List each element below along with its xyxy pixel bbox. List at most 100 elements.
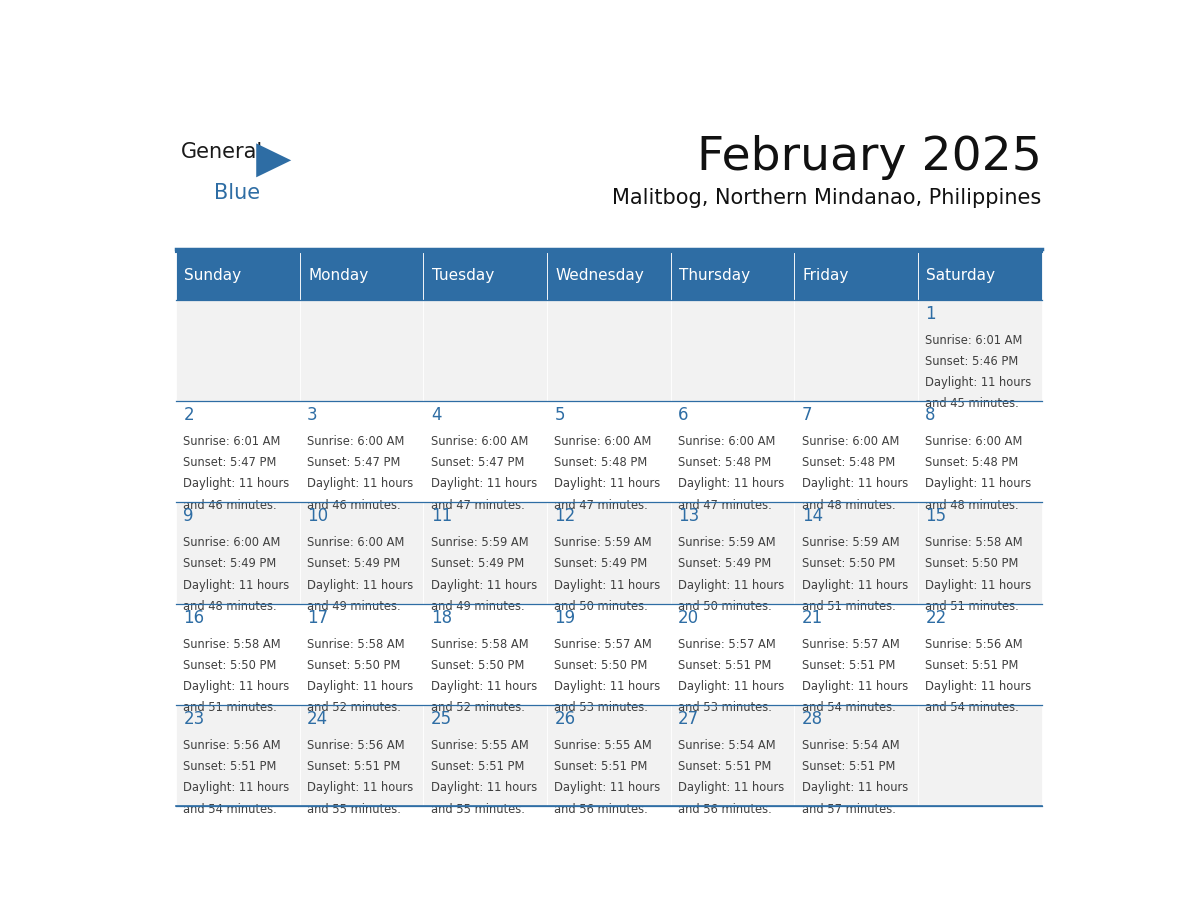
Text: 24: 24	[308, 710, 328, 728]
Text: Sunrise: 6:01 AM: Sunrise: 6:01 AM	[925, 333, 1023, 346]
Text: Sunrise: 6:00 AM: Sunrise: 6:00 AM	[308, 435, 404, 448]
Text: and 53 minutes.: and 53 minutes.	[555, 701, 649, 714]
Text: and 51 minutes.: and 51 minutes.	[925, 599, 1019, 613]
Text: Daylight: 11 hours: Daylight: 11 hours	[431, 680, 537, 693]
Text: Sunrise: 5:57 AM: Sunrise: 5:57 AM	[678, 638, 776, 651]
Text: Sunset: 5:50 PM: Sunset: 5:50 PM	[183, 659, 277, 672]
Text: Daylight: 11 hours: Daylight: 11 hours	[802, 578, 908, 592]
Text: Sunrise: 5:59 AM: Sunrise: 5:59 AM	[802, 536, 899, 549]
Text: 2: 2	[183, 406, 194, 424]
Bar	[299, 604, 423, 705]
Text: Sunset: 5:47 PM: Sunset: 5:47 PM	[308, 456, 400, 469]
Text: and 45 minutes.: and 45 minutes.	[925, 397, 1019, 410]
Text: Daylight: 11 hours: Daylight: 11 hours	[925, 376, 1031, 389]
Text: Daylight: 11 hours: Daylight: 11 hours	[802, 680, 908, 693]
Bar	[176, 252, 299, 299]
Text: February 2025: February 2025	[696, 135, 1042, 180]
Text: Daylight: 11 hours: Daylight: 11 hours	[308, 781, 413, 794]
Bar	[546, 604, 671, 705]
Text: Sunset: 5:49 PM: Sunset: 5:49 PM	[555, 557, 647, 570]
Text: Sunset: 5:50 PM: Sunset: 5:50 PM	[802, 557, 895, 570]
Text: Sunrise: 5:58 AM: Sunrise: 5:58 AM	[925, 536, 1023, 549]
Text: General: General	[181, 142, 263, 162]
Text: Daylight: 11 hours: Daylight: 11 hours	[431, 477, 537, 490]
Text: and 52 minutes.: and 52 minutes.	[431, 701, 525, 714]
Bar	[299, 705, 423, 806]
Text: Sunday: Sunday	[184, 268, 241, 283]
Text: 16: 16	[183, 609, 204, 627]
Text: and 55 minutes.: and 55 minutes.	[308, 802, 402, 815]
Text: Sunset: 5:48 PM: Sunset: 5:48 PM	[925, 456, 1018, 469]
Text: and 47 minutes.: and 47 minutes.	[678, 498, 772, 511]
Text: Daylight: 11 hours: Daylight: 11 hours	[183, 477, 290, 490]
Bar	[795, 604, 918, 705]
Text: and 47 minutes.: and 47 minutes.	[555, 498, 649, 511]
Text: Sunset: 5:51 PM: Sunset: 5:51 PM	[678, 659, 771, 672]
Text: Sunset: 5:51 PM: Sunset: 5:51 PM	[431, 760, 524, 773]
Text: 8: 8	[925, 406, 936, 424]
Text: Friday: Friday	[803, 268, 849, 283]
Text: and 55 minutes.: and 55 minutes.	[431, 802, 525, 815]
Bar	[918, 502, 1042, 604]
Text: 20: 20	[678, 609, 700, 627]
Text: and 57 minutes.: and 57 minutes.	[802, 802, 896, 815]
Text: 21: 21	[802, 609, 823, 627]
Text: Daylight: 11 hours: Daylight: 11 hours	[555, 477, 661, 490]
Bar	[176, 604, 299, 705]
Text: Sunset: 5:50 PM: Sunset: 5:50 PM	[308, 659, 400, 672]
Bar	[918, 252, 1042, 299]
Text: Daylight: 11 hours: Daylight: 11 hours	[925, 477, 1031, 490]
Text: and 51 minutes.: and 51 minutes.	[183, 701, 277, 714]
Text: Sunrise: 5:58 AM: Sunrise: 5:58 AM	[183, 638, 282, 651]
Text: Daylight: 11 hours: Daylight: 11 hours	[925, 680, 1031, 693]
Text: Sunset: 5:50 PM: Sunset: 5:50 PM	[925, 557, 1018, 570]
Bar	[795, 502, 918, 604]
Text: Sunset: 5:51 PM: Sunset: 5:51 PM	[678, 760, 771, 773]
Text: and 47 minutes.: and 47 minutes.	[431, 498, 525, 511]
Text: Sunset: 5:49 PM: Sunset: 5:49 PM	[308, 557, 400, 570]
Bar	[671, 299, 795, 401]
Text: 15: 15	[925, 508, 947, 525]
Bar	[918, 299, 1042, 401]
Bar	[918, 604, 1042, 705]
Text: and 50 minutes.: and 50 minutes.	[678, 599, 772, 613]
Bar	[299, 299, 423, 401]
Bar	[671, 705, 795, 806]
Text: Sunrise: 6:00 AM: Sunrise: 6:00 AM	[925, 435, 1023, 448]
Text: Sunrise: 5:56 AM: Sunrise: 5:56 AM	[925, 638, 1023, 651]
Text: Sunrise: 5:54 AM: Sunrise: 5:54 AM	[802, 739, 899, 752]
Bar	[918, 705, 1042, 806]
Text: Daylight: 11 hours: Daylight: 11 hours	[183, 781, 290, 794]
Text: Sunset: 5:47 PM: Sunset: 5:47 PM	[431, 456, 524, 469]
Text: Sunset: 5:49 PM: Sunset: 5:49 PM	[678, 557, 771, 570]
Text: 11: 11	[431, 508, 451, 525]
Text: Daylight: 11 hours: Daylight: 11 hours	[308, 680, 413, 693]
Text: Daylight: 11 hours: Daylight: 11 hours	[802, 477, 908, 490]
Text: 22: 22	[925, 609, 947, 627]
Text: Sunset: 5:51 PM: Sunset: 5:51 PM	[802, 659, 895, 672]
Bar	[795, 401, 918, 502]
Bar	[795, 705, 918, 806]
Text: Daylight: 11 hours: Daylight: 11 hours	[678, 680, 784, 693]
Text: Daylight: 11 hours: Daylight: 11 hours	[678, 578, 784, 592]
Text: Sunset: 5:50 PM: Sunset: 5:50 PM	[431, 659, 524, 672]
Polygon shape	[257, 143, 291, 177]
Text: Daylight: 11 hours: Daylight: 11 hours	[678, 477, 784, 490]
Text: Daylight: 11 hours: Daylight: 11 hours	[678, 781, 784, 794]
Bar	[176, 401, 299, 502]
Text: and 50 minutes.: and 50 minutes.	[555, 599, 649, 613]
Text: 5: 5	[555, 406, 565, 424]
Text: and 53 minutes.: and 53 minutes.	[678, 701, 772, 714]
Text: 7: 7	[802, 406, 813, 424]
Text: Daylight: 11 hours: Daylight: 11 hours	[802, 781, 908, 794]
Text: and 54 minutes.: and 54 minutes.	[802, 701, 896, 714]
Text: Sunrise: 5:58 AM: Sunrise: 5:58 AM	[431, 638, 529, 651]
Text: Thursday: Thursday	[680, 268, 750, 283]
Bar	[795, 252, 918, 299]
Bar	[423, 252, 546, 299]
Text: Saturday: Saturday	[927, 268, 996, 283]
Bar	[671, 502, 795, 604]
Text: and 49 minutes.: and 49 minutes.	[431, 599, 524, 613]
Text: and 54 minutes.: and 54 minutes.	[925, 701, 1019, 714]
Text: and 48 minutes.: and 48 minutes.	[802, 498, 896, 511]
